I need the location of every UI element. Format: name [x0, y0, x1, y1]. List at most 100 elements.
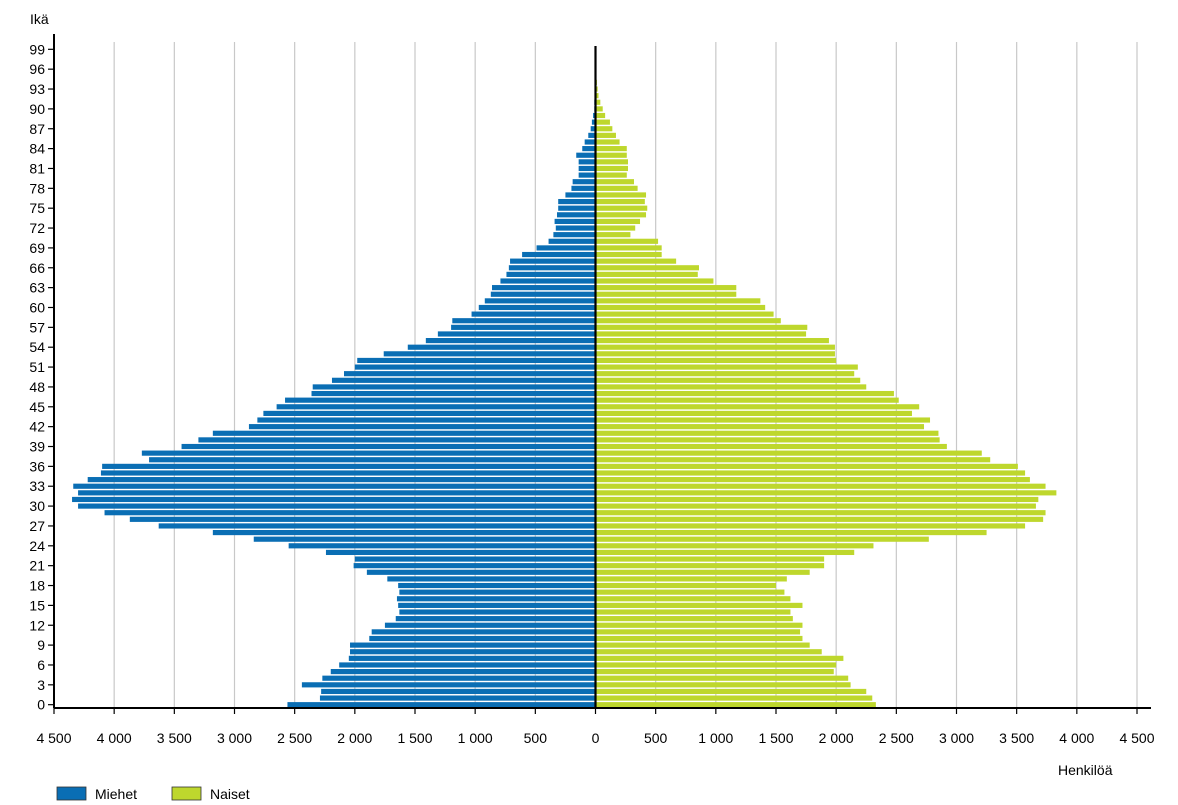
bar-miehet-age-14 [399, 609, 596, 615]
bar-naiset-age-26 [595, 529, 987, 536]
bar-naiset-age-25 [595, 536, 929, 542]
bar-naiset-age-79 [595, 179, 635, 185]
bar-naiset-age-82 [595, 159, 628, 165]
y-tick-label-6: 6 [37, 657, 45, 673]
bar-miehet-age-8 [350, 649, 596, 655]
bar-naiset-age-19 [595, 576, 787, 582]
bar-naiset-age-85 [595, 139, 620, 145]
bar-naiset-age-9 [595, 642, 810, 648]
bar-miehet-age-62 [490, 291, 596, 297]
bar-naiset-age-90 [595, 106, 603, 112]
bar-naiset-age-71 [595, 232, 631, 238]
bar-miehet-age-26 [212, 529, 596, 536]
bar-miehet-age-48 [312, 384, 596, 390]
bar-naiset-age-47 [595, 390, 894, 397]
bar-miehet-age-81 [578, 165, 596, 172]
bar-naiset-age-64 [595, 278, 714, 284]
bar-miehet-age-39 [181, 443, 596, 450]
bar-miehet-age-17 [399, 589, 596, 595]
x-axis-title: Henkilöä [1058, 762, 1113, 778]
y-tick-label-24: 24 [29, 538, 45, 554]
legend-swatch-miehet [56, 786, 87, 801]
bar-naiset-age-31 [595, 496, 1039, 503]
y-tick-label-96: 96 [29, 61, 45, 77]
bar-miehet-age-27 [158, 523, 596, 529]
bar-miehet-age-44 [263, 410, 596, 416]
bar-miehet-age-36 [102, 463, 596, 469]
bar-naiset-age-80 [595, 172, 627, 178]
y-tick-label-90: 90 [29, 101, 45, 117]
bar-naiset-age-48 [595, 384, 867, 390]
bar-miehet-age-38 [141, 450, 596, 456]
bar-miehet-age-72 [555, 225, 596, 231]
bar-naiset-age-51 [595, 364, 858, 370]
bar-miehet-age-53 [383, 351, 596, 357]
bar-naiset-age-16 [595, 596, 791, 602]
bar-miehet-age-69 [536, 245, 596, 251]
bar-miehet-age-2 [321, 688, 596, 695]
bar-miehet-age-87 [590, 126, 596, 132]
x-tick-label-2: 3 500 [157, 730, 192, 746]
bar-miehet-age-7 [348, 655, 596, 661]
bar-miehet-age-45 [276, 404, 596, 410]
bar-miehet-age-79 [572, 179, 596, 185]
bar-naiset-age-92 [595, 93, 599, 99]
bar-naiset-age-44 [595, 410, 912, 416]
y-tick-label-60: 60 [29, 299, 45, 315]
bar-miehet-age-70 [548, 238, 596, 244]
bar-miehet-age-68 [522, 251, 596, 258]
bar-miehet-age-83 [576, 152, 596, 158]
bar-miehet-age-89 [593, 112, 596, 119]
bar-naiset-age-74 [595, 212, 647, 218]
y-tick-label-27: 27 [29, 518, 45, 534]
bar-miehet-age-82 [578, 159, 596, 165]
bar-naiset-age-76 [595, 198, 645, 205]
bar-miehet-age-57 [451, 324, 596, 330]
y-tick-label-72: 72 [29, 220, 45, 236]
y-tick-label-54: 54 [29, 339, 45, 355]
y-tick-label-75: 75 [29, 200, 45, 216]
bar-naiset-age-60 [595, 304, 766, 311]
bar-miehet-age-34 [87, 477, 596, 483]
axes [53, 34, 1151, 709]
bar-naiset-age-91 [595, 99, 601, 105]
bar-naiset-age-33 [595, 483, 1046, 489]
x-tick-label-15: 3 000 [939, 730, 974, 746]
y-tick-label-48: 48 [29, 379, 45, 395]
x-tick-label-18: 4 500 [1119, 730, 1154, 746]
bar-miehet-age-58 [452, 318, 596, 324]
bar-naiset-age-69 [595, 245, 662, 251]
bar-naiset-age-88 [595, 119, 610, 125]
x-tick-label-14: 2 500 [879, 730, 914, 746]
bar-miehet-age-31 [72, 496, 596, 503]
bar-miehet-age-86 [588, 132, 596, 138]
bar-naiset-age-58 [595, 318, 781, 324]
bar-miehet-age-85 [584, 139, 596, 145]
x-tick-label-10: 500 [644, 730, 668, 746]
bar-naiset-age-59 [595, 311, 774, 317]
bar-naiset-age-23 [595, 549, 855, 556]
bar-miehet-age-76 [558, 198, 596, 205]
bar-naiset-age-28 [595, 516, 1044, 522]
x-tick-label-4: 2 500 [277, 730, 312, 746]
bar-naiset-age-27 [595, 523, 1026, 529]
y-tick-label-78: 78 [29, 180, 45, 196]
bar-naiset-age-20 [595, 569, 810, 575]
bar-miehet-age-22 [354, 556, 596, 562]
bar-miehet-age-49 [331, 377, 596, 383]
bar-miehet-age-9 [350, 642, 596, 648]
bar-naiset-age-66 [595, 265, 699, 271]
bar-naiset-age-29 [595, 510, 1046, 516]
bars-miehet [72, 46, 596, 708]
y-tick-label-93: 93 [29, 81, 45, 97]
y-axis-ticks: 0369121518212427303336394245485154576063… [29, 41, 54, 713]
bar-miehet-age-56 [437, 331, 596, 337]
x-tick-label-12: 1 500 [758, 730, 793, 746]
bar-miehet-age-16 [396, 596, 596, 602]
x-tick-label-3: 3 000 [217, 730, 252, 746]
x-tick-label-16: 3 500 [999, 730, 1034, 746]
y-tick-label-18: 18 [29, 578, 45, 594]
bar-naiset-age-52 [595, 357, 837, 364]
y-tick-label-99: 99 [29, 41, 45, 57]
